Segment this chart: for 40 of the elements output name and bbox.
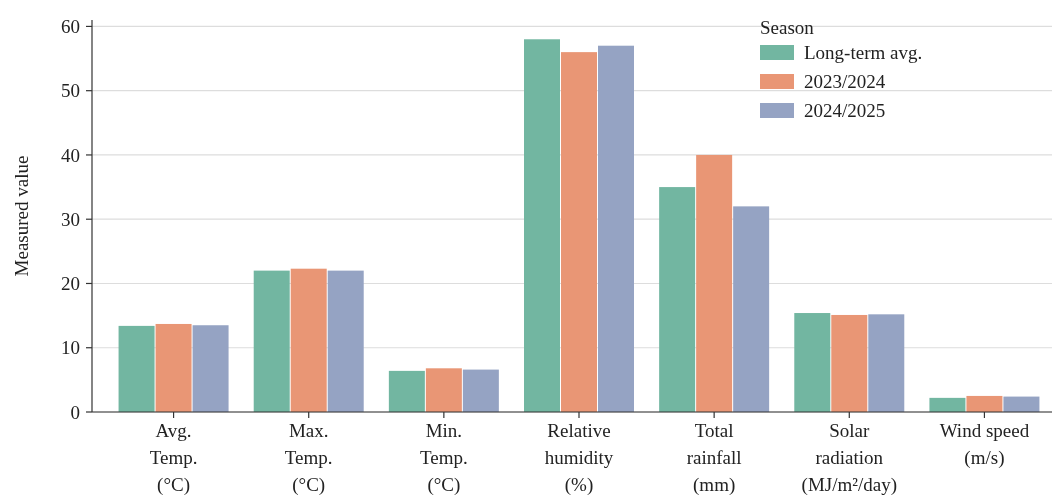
bar [561,52,597,412]
y-tick-label: 60 [61,16,80,38]
y-tick-label: 0 [70,401,80,423]
legend-label: 2023/2024 [804,71,886,92]
bar [868,314,905,412]
bar [290,268,327,412]
bar [155,323,192,412]
y-axis-title: Measured value [11,155,32,277]
legend-label: 2024/2025 [804,100,886,121]
bar [733,206,770,412]
y-tick-label: 30 [61,208,80,230]
y-tick-label: 40 [61,144,80,166]
bar [1003,396,1040,412]
y-tick-label: 10 [61,337,80,359]
bar [696,154,733,412]
bar [118,325,155,412]
bar [388,370,425,412]
legend-title: Season [760,17,815,38]
legend-label: Long-term avg. [804,42,923,63]
bar [966,395,1003,412]
bar [524,39,560,412]
x-tick-label: Min. Temp. (°C) [419,420,468,496]
bar [929,397,966,412]
bar [794,313,831,412]
bar [598,45,634,412]
bar [425,368,462,412]
bar [659,187,696,412]
x-tick-label: Max. Temp. (°C) [284,420,333,496]
bar [831,314,868,412]
x-tick-label: Avg. Temp. (°C) [149,420,198,496]
x-tick-label: Total rainfall (mm) [686,420,742,496]
bar [253,270,290,412]
y-tick-label: 20 [61,273,80,295]
x-tick-label: Relative humidity (%) [544,420,614,496]
bar [462,369,499,412]
y-tick-label: 50 [61,80,80,102]
bar [327,270,364,412]
bar [192,325,229,412]
x-tick-label: Wind speed (m/s) [939,420,1030,469]
x-tick-label: Solar radiation (MJ/m²/day) [801,420,897,496]
